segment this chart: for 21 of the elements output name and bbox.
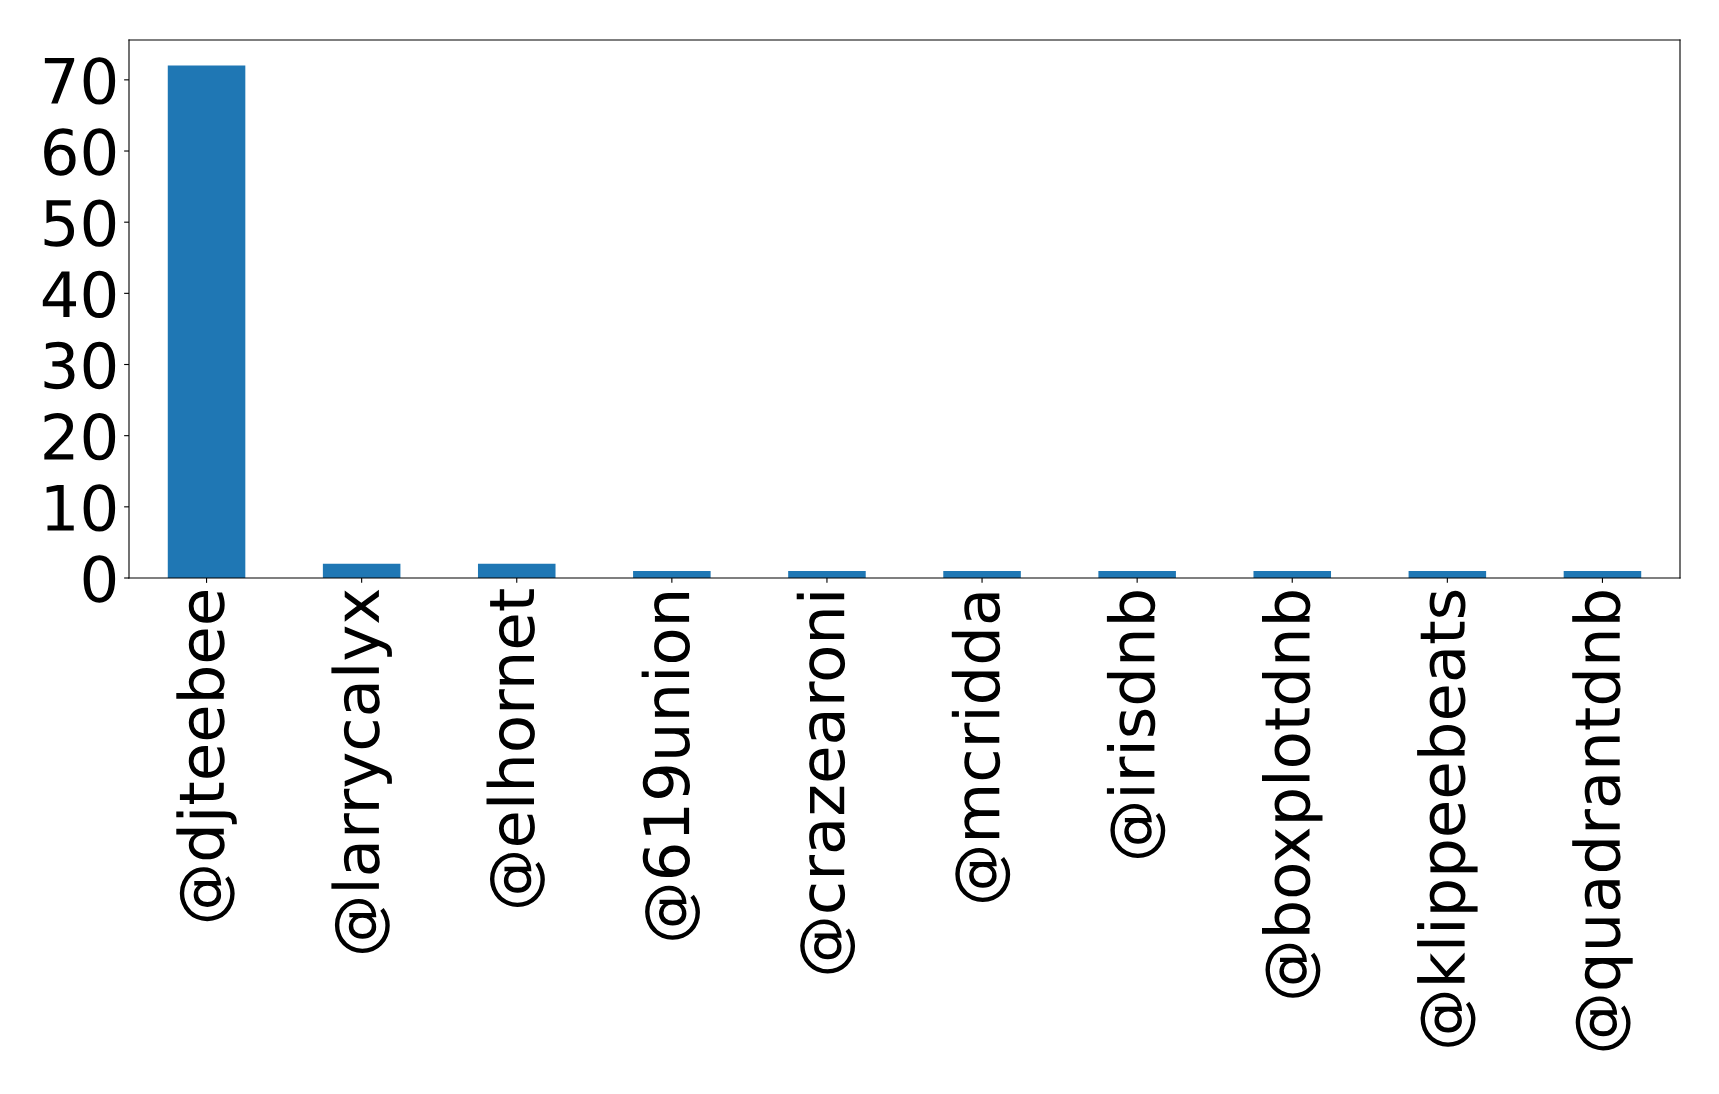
y-tick-label: 50 — [44, 199, 116, 247]
bar — [167, 65, 246, 578]
y-tick-label: 60 — [44, 128, 116, 176]
y-tick-label: 30 — [44, 341, 116, 390]
x-tick-label: @irisdnb — [1106, 591, 1166, 859]
x-tick-label: @larrycalyx — [331, 589, 392, 954]
x-tick-label: @619union — [641, 593, 700, 940]
x-tick-label: @elhornet — [486, 589, 545, 907]
x-tick-label: @quadrantdnb — [1572, 591, 1633, 1051]
y-tick-label: 0 — [83, 555, 116, 603]
x-tick-label: @crazearoni — [796, 593, 856, 974]
x-tick-label: @klippeebeats — [1417, 590, 1478, 1047]
x-tick-label: @djteebee — [176, 591, 237, 922]
y-tick-label: 10 — [46, 484, 116, 532]
x-tick-label: @mcridda — [951, 593, 1011, 903]
x-tick-label: @boxplotdnb — [1262, 591, 1323, 998]
y-tick-label: 20 — [44, 413, 116, 461]
bar — [477, 563, 556, 578]
y-tick-label: 40 — [42, 270, 116, 318]
y-tick-label: 70 — [44, 57, 116, 105]
bar — [322, 563, 401, 578]
